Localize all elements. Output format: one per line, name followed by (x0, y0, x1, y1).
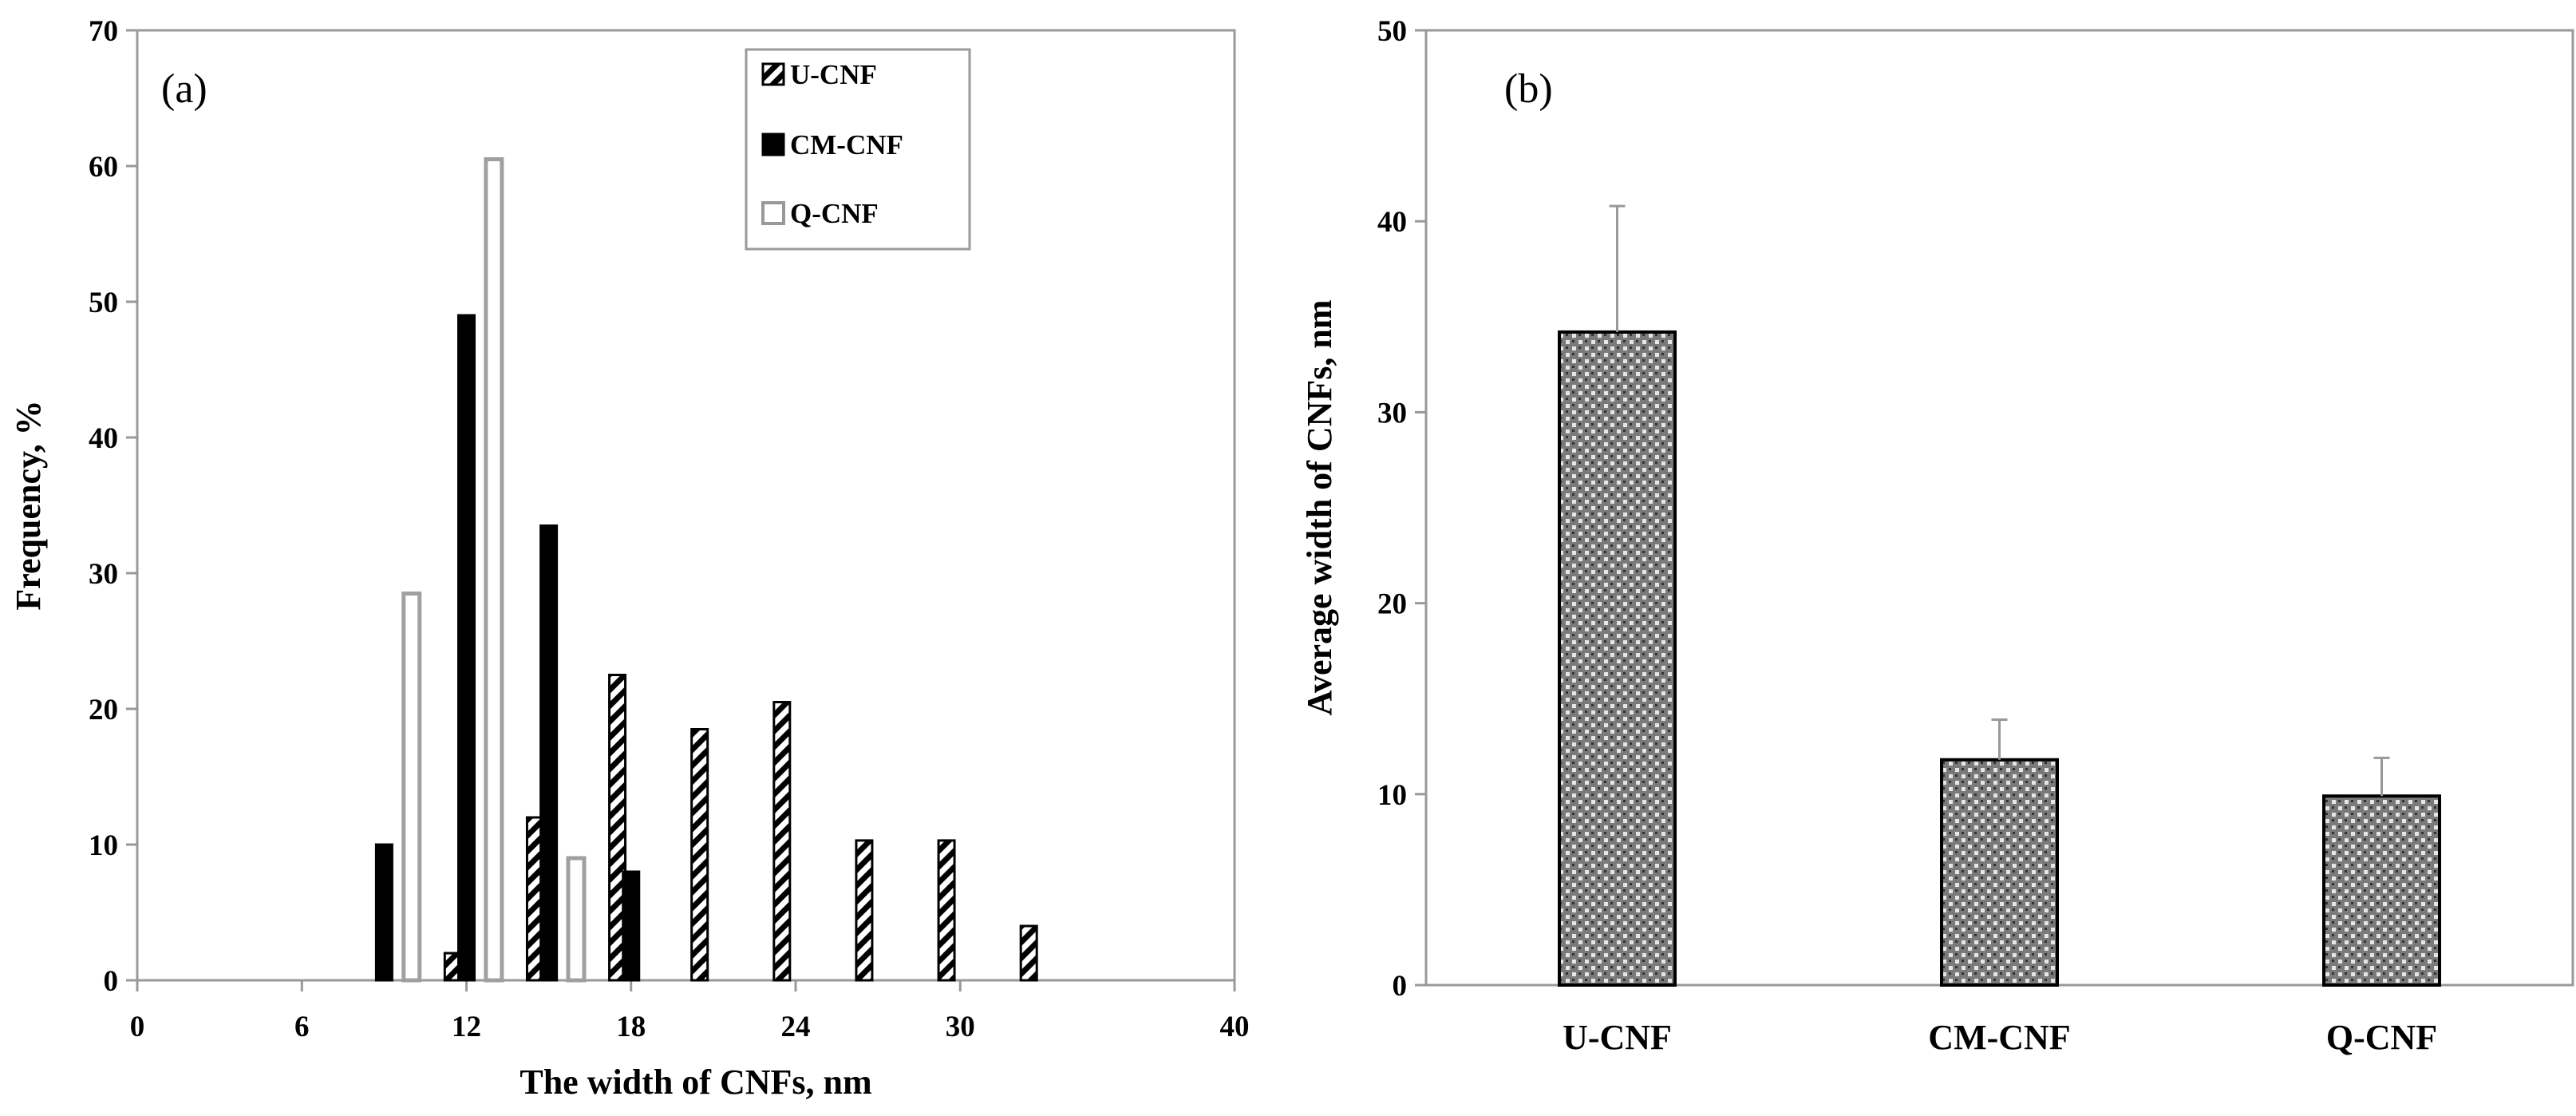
bar-q-cnf (484, 157, 504, 983)
panel-a-label: (a) (161, 66, 207, 112)
panel-b-y-axis: 0 10 20 30 40 50 (1377, 15, 1426, 1003)
panel-b-category-label: U-CNF (1563, 1018, 1672, 1057)
panel-a-histogram: 0 10 20 30 40 50 60 70 0 6 12 18 24 30 40 (a) Frequen… (9, 15, 1250, 1102)
panel-b-label: (b) (1504, 66, 1553, 112)
panel-a-bars (374, 157, 1038, 983)
panel-a-y-tick-label: 70 (89, 15, 118, 48)
panel-a-y-axis: 0 10 20 30 40 50 60 70 (89, 15, 137, 998)
panel-a-x-tick-label: 18 (616, 1011, 646, 1043)
legend-swatch-q-cnf (761, 201, 785, 225)
panel-b-y-tick-label: 40 (1377, 206, 1407, 239)
bar-cm-cnf (1940, 758, 2059, 987)
bar-u-cnf (608, 674, 627, 982)
bar-u-cnf (1019, 924, 1038, 982)
legend-label-q-cnf: Q-CNF (790, 198, 879, 229)
bar-cm-cnf (457, 314, 476, 982)
bar-u-cnf (855, 839, 874, 982)
panel-a-x-tick-label: 0 (130, 1011, 145, 1043)
bar-cm-cnf (374, 843, 393, 982)
panel-a-x-axis-title: The width of CNFs, nm (520, 1063, 871, 1102)
bar-u-cnf (690, 728, 709, 982)
panel-a-y-tick-label: 30 (89, 558, 118, 591)
panel-a-y-tick-label: 40 (89, 422, 118, 455)
panel-a-y-tick-label: 10 (89, 829, 118, 862)
panel-a-y-tick-label: 50 (89, 287, 118, 319)
panel-a-legend: U-CNF CM-CNF Q-CNF (745, 48, 971, 251)
legend-swatch-u-cnf (761, 62, 785, 86)
panel-b-category-label: CM-CNF (1928, 1018, 2070, 1057)
panel-b-y-tick-label: 50 (1377, 15, 1407, 48)
panel-b-y-tick-label: 10 (1377, 779, 1407, 812)
panel-a-x-tick-label: 24 (781, 1011, 811, 1043)
bar-cm-cnf (622, 870, 641, 982)
panel-b-x-axis: U-CNF CM-CNF Q-CNF (1563, 1018, 2437, 1057)
bar-q-cnf (566, 856, 587, 983)
panel-b-bars (1558, 204, 2441, 987)
panel-b-y-tick-label: 20 (1377, 588, 1407, 621)
panel-a-x-tick-label: 40 (1220, 1011, 1250, 1043)
bar-q-cnf (401, 592, 422, 983)
panel-a-y-tick-label: 20 (89, 694, 118, 726)
panel-a-x-tick-label: 30 (946, 1011, 975, 1043)
legend-label-cm-cnf: CM-CNF (790, 129, 903, 160)
legend-swatch-cm-cnf (761, 133, 785, 156)
bar-cm-cnf (539, 524, 559, 982)
panel-b-y-axis-title: Average width of CNFs, nm (1300, 299, 1339, 715)
panel-a-x-axis: 0 6 12 18 24 30 40 (130, 980, 1250, 1043)
bar-u-cnf (772, 701, 792, 982)
bar-u-cnf (937, 839, 956, 982)
panel-b-y-tick-label: 30 (1377, 397, 1407, 429)
legend-label-u-cnf: U-CNF (790, 59, 877, 90)
panel-a-y-tick-label: 60 (89, 151, 118, 184)
panel-a-x-tick-label: 12 (452, 1011, 481, 1043)
panel-b-category-label: Q-CNF (2326, 1018, 2437, 1057)
bar-u-cnf (1558, 330, 1677, 987)
panel-a-y-axis-title: Frequency, % (9, 400, 48, 610)
panel-b-y-tick-label: 0 (1393, 970, 1408, 1003)
panel-a-x-tick-label: 6 (294, 1011, 310, 1043)
panel-a-y-tick-label: 0 (104, 965, 119, 998)
bar-q-cnf (2322, 794, 2441, 987)
panel-b-bar-chart: 0 10 20 30 40 50 U-CNF CM-CNF Q-CNF (b) Average… (1300, 15, 2574, 1057)
panel-a-plot-area (136, 29, 1236, 982)
